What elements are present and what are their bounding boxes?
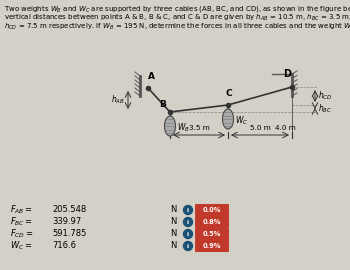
- Text: D: D: [283, 69, 291, 79]
- Text: Two weights $W_B$ and $W_C$ are supported by three cables (AB, BC, and CD), as s: Two weights $W_B$ and $W_C$ are supporte…: [4, 4, 350, 14]
- Text: 0.0%: 0.0%: [203, 207, 221, 213]
- Text: 591.785: 591.785: [52, 230, 86, 238]
- Text: 4.0 m: 4.0 m: [275, 125, 295, 131]
- FancyBboxPatch shape: [195, 228, 229, 240]
- Text: B: B: [160, 100, 167, 109]
- Circle shape: [183, 241, 192, 251]
- Circle shape: [183, 218, 192, 227]
- Ellipse shape: [164, 116, 175, 136]
- Text: 0.9%: 0.9%: [203, 243, 221, 249]
- Text: i: i: [187, 244, 189, 248]
- Text: $W_C=$: $W_C=$: [10, 240, 33, 252]
- Text: C: C: [226, 89, 232, 98]
- Text: $h_{AB}$: $h_{AB}$: [111, 94, 125, 106]
- Text: 3.5 m: 3.5 m: [189, 125, 209, 131]
- Text: N: N: [170, 241, 176, 251]
- Circle shape: [183, 230, 192, 238]
- Text: 716.6: 716.6: [52, 241, 76, 251]
- Text: i: i: [187, 208, 189, 212]
- Text: 0.5%: 0.5%: [203, 231, 221, 237]
- Text: $F_{AB}=$: $F_{AB}=$: [10, 204, 33, 216]
- Text: $W_C$: $W_C$: [235, 115, 248, 127]
- Text: N: N: [170, 230, 176, 238]
- Text: N: N: [170, 205, 176, 214]
- Text: $h_{BC}$: $h_{BC}$: [318, 102, 332, 115]
- FancyBboxPatch shape: [195, 240, 229, 252]
- Ellipse shape: [223, 109, 233, 129]
- FancyBboxPatch shape: [195, 216, 229, 228]
- Text: $F_{BC}=$: $F_{BC}=$: [10, 216, 33, 228]
- FancyBboxPatch shape: [195, 204, 229, 216]
- Text: N: N: [170, 218, 176, 227]
- Text: $W_B$: $W_B$: [177, 122, 190, 134]
- Circle shape: [183, 205, 192, 214]
- Text: vertical distances between points A & B, B & C, and C & D are given by $h_{AB}$ : vertical distances between points A & B,…: [4, 13, 350, 23]
- Text: 0.8%: 0.8%: [203, 219, 221, 225]
- Text: $h_{CD}$ = 7.5 m respectively. If $W_B$ = 195 N, determine the forces in all thr: $h_{CD}$ = 7.5 m respectively. If $W_B$ …: [4, 22, 350, 32]
- Text: 205.548: 205.548: [52, 205, 86, 214]
- Text: i: i: [187, 220, 189, 224]
- Text: $F_{CD}=$: $F_{CD}=$: [10, 228, 34, 240]
- Text: 339.97: 339.97: [52, 218, 81, 227]
- Text: i: i: [187, 231, 189, 237]
- Text: 5.0 m: 5.0 m: [250, 125, 270, 131]
- Text: A: A: [147, 72, 154, 81]
- Text: $h_{CD}$: $h_{CD}$: [318, 90, 332, 102]
